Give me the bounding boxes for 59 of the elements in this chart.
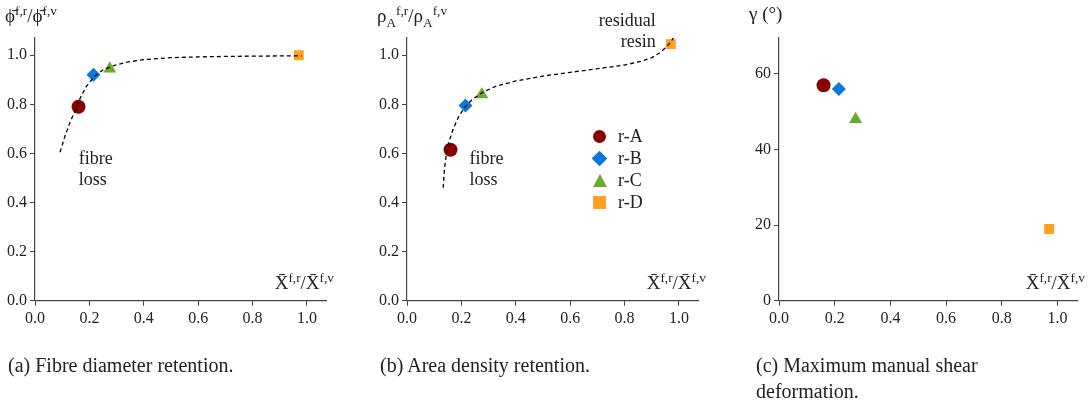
- x-tick-label: 0.0: [397, 308, 417, 326]
- point: [71, 99, 86, 114]
- x-tick-label: 0.8: [614, 308, 635, 326]
- y-axis-title: ϕ̄$^{f,r}$/ϕ̄$^{f,v}$: [5, 3, 57, 27]
- x-tick-label: 1.0: [1047, 308, 1068, 326]
- x-axis-title: X̄$^{f,r}$/X̄$^{f,v}$: [274, 269, 334, 294]
- y-tick-label: 0.6: [7, 143, 27, 161]
- x-tick-label: 0.4: [505, 308, 526, 326]
- y-tick-label: 0.0: [379, 291, 399, 308]
- x-axis-title: X̄$^{f,r}$/X̄$^{f,v}$: [646, 269, 706, 294]
- y-tick-label: 0.4: [7, 192, 27, 210]
- y-tick-label: 40: [755, 139, 771, 157]
- text: (a) Fibre diameter retention.: [8, 353, 235, 378]
- x-tick-label: 1.0: [296, 308, 317, 326]
- x-tick-label: 0.0: [769, 308, 789, 326]
- y-tick-label: 0.0: [7, 291, 27, 308]
- text: (b) Area density retention.: [380, 353, 591, 378]
- x-tick-label: 0.2: [79, 308, 100, 326]
- legend-label: r-C: [618, 170, 642, 191]
- y-tick-label: 0.8: [379, 94, 399, 112]
- y-tick-label: 0.2: [379, 241, 399, 259]
- y-tick-label: 0.8: [7, 94, 27, 112]
- y-tick-label: 1.0: [379, 45, 399, 63]
- y-tick-label: 0: [763, 291, 771, 308]
- x-tick-label: 0.2: [824, 308, 845, 326]
- x-tick-label: 0.4: [880, 308, 901, 326]
- x-tick-label: 1.0: [668, 308, 689, 326]
- y-tick-label: 0.4: [379, 192, 399, 210]
- x-tick-label: 0.6: [560, 308, 581, 326]
- x-tick-label: 0.2: [451, 308, 472, 326]
- point: [443, 142, 458, 157]
- legend-label: r-A: [618, 126, 643, 147]
- x-tick-label: 0.8: [991, 308, 1012, 326]
- y-axis-title: γ (°): [749, 3, 783, 24]
- annotation: fibre loss: [469, 148, 504, 190]
- point: [458, 98, 473, 113]
- y-tick-label: 1.0: [7, 45, 27, 63]
- x-tick-label: 0.4: [133, 308, 154, 326]
- y-tick-label: 0.2: [7, 241, 27, 259]
- x-tick-label: 0.6: [936, 308, 957, 326]
- text: (c) Maximum manual shear deformation.: [756, 353, 979, 404]
- point: [849, 111, 863, 124]
- point: [816, 78, 831, 93]
- y-tick-label: 60: [755, 64, 771, 82]
- x-axis-title: X̄$^{f,r}$/X̄$^{f,v}$: [1025, 269, 1085, 294]
- point: [1044, 224, 1055, 234]
- point: [831, 82, 846, 97]
- annotation: fibre loss: [78, 148, 113, 190]
- x-tick-label: 0.0: [25, 308, 45, 326]
- y-tick-label: 20: [755, 215, 771, 233]
- point: [86, 67, 101, 82]
- y-tick-label: 0.6: [379, 143, 399, 161]
- legend-label: r-B: [618, 148, 642, 169]
- point: [665, 39, 676, 50]
- x-tick-label: 0.6: [188, 308, 209, 326]
- legend-label: r-D: [618, 192, 643, 213]
- point: [293, 50, 304, 61]
- x-tick-label: 0.8: [242, 308, 263, 326]
- annotation: residual resin: [598, 10, 656, 52]
